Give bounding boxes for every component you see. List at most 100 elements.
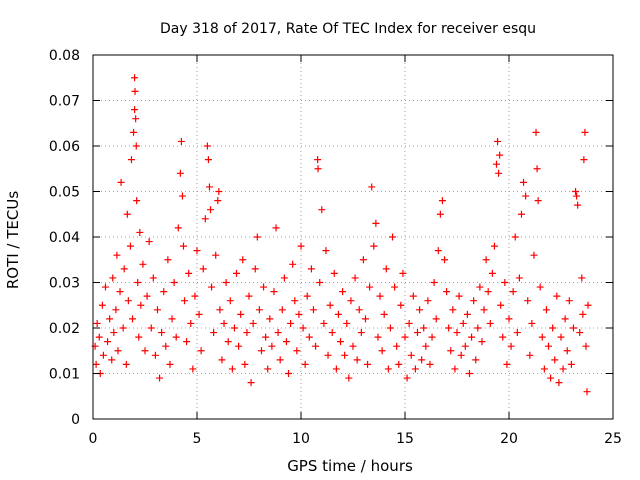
data-point <box>453 329 461 337</box>
data-point <box>130 128 138 136</box>
data-point <box>143 292 151 300</box>
y-tick-label: 0.08 <box>49 48 80 64</box>
data-point <box>474 324 482 332</box>
data-point <box>490 242 498 250</box>
data-point <box>278 306 286 314</box>
chart-title: Day 318 of 2017, Rate Of TEC Index for r… <box>160 21 536 37</box>
data-point <box>572 188 580 195</box>
grid-lines <box>93 55 613 419</box>
x-tick-label: 0 <box>89 431 98 447</box>
data-point <box>230 324 238 332</box>
data-point <box>530 251 538 259</box>
data-point <box>312 342 320 350</box>
x-tick-labels: 0 5 10 15 20 25 <box>89 431 622 447</box>
data-point <box>397 301 405 309</box>
data-point <box>168 315 176 323</box>
data-point <box>237 310 245 318</box>
data-point <box>228 365 236 373</box>
data-point <box>189 365 197 373</box>
data-point <box>224 338 232 346</box>
data-point <box>326 301 334 309</box>
y-tick-label: 0.02 <box>49 321 80 337</box>
data-point <box>563 347 571 355</box>
axis-ticks <box>92 54 614 420</box>
y-tick-label: 0.03 <box>49 276 80 292</box>
data-point <box>316 279 324 286</box>
data-point <box>129 315 137 323</box>
data-point <box>114 347 122 355</box>
data-point <box>424 297 432 305</box>
data-point <box>533 165 541 173</box>
data-point <box>226 297 234 305</box>
data-point <box>116 288 124 296</box>
x-axis-label: GPS time / hours <box>287 457 413 475</box>
data-point <box>233 269 241 277</box>
x-tick-label: 5 <box>193 431 202 447</box>
data-point <box>127 156 135 164</box>
data-point <box>428 333 436 341</box>
data-point <box>555 379 563 387</box>
data-point <box>463 310 471 318</box>
data-point <box>584 301 592 309</box>
data-point <box>561 315 569 323</box>
data-point <box>272 224 280 232</box>
data-point <box>131 87 139 95</box>
data-point <box>301 360 309 368</box>
data-point <box>276 356 284 364</box>
data-point <box>293 347 301 355</box>
data-point <box>314 165 322 173</box>
data-point <box>578 274 586 282</box>
data-point <box>220 319 228 327</box>
data-point <box>420 324 428 332</box>
data-point <box>345 374 353 382</box>
data-point <box>451 365 459 373</box>
data-point <box>551 356 559 364</box>
data-point <box>106 315 114 323</box>
y-tick-label: 0.05 <box>49 185 80 201</box>
data-point <box>187 319 195 327</box>
data-point <box>120 265 128 273</box>
data-points <box>91 74 592 396</box>
data-point <box>124 297 132 305</box>
y-tick-labels: 0 0.01 0.02 0.03 0.04 0.05 0.06 0.07 0.08 <box>49 48 80 428</box>
data-point <box>432 315 440 323</box>
data-point <box>131 74 139 82</box>
data-point <box>389 233 397 241</box>
data-point <box>509 288 517 296</box>
x-tick-label: 20 <box>500 431 518 447</box>
y-axis-label: ROTI / TECUs <box>4 191 22 289</box>
data-point <box>207 206 215 214</box>
data-point <box>216 306 224 314</box>
data-point <box>282 338 290 346</box>
data-point <box>176 169 184 177</box>
data-point <box>579 310 587 318</box>
data-point <box>324 351 332 359</box>
data-point <box>109 274 117 282</box>
data-point <box>126 242 134 250</box>
data-point <box>574 201 582 209</box>
data-point <box>95 333 103 341</box>
data-point <box>480 306 488 314</box>
data-point <box>199 265 207 273</box>
y-tick-label: 0 <box>71 412 80 428</box>
data-point <box>403 374 411 382</box>
data-point <box>455 292 463 300</box>
data-point <box>513 329 521 337</box>
data-point <box>264 365 272 373</box>
data-point <box>372 219 380 227</box>
data-point <box>291 297 299 305</box>
data-point <box>255 306 263 314</box>
data-point <box>210 329 218 337</box>
data-point <box>384 365 392 373</box>
data-point <box>522 192 530 200</box>
data-point <box>459 319 467 327</box>
data-point <box>193 247 201 255</box>
x-tick-label: 10 <box>292 431 310 447</box>
y-tick-label: 0.07 <box>49 94 80 110</box>
data-point <box>349 342 357 350</box>
data-point <box>245 292 253 300</box>
data-point <box>486 319 494 327</box>
data-point <box>416 306 424 314</box>
data-point <box>332 365 340 373</box>
data-point <box>496 151 504 159</box>
